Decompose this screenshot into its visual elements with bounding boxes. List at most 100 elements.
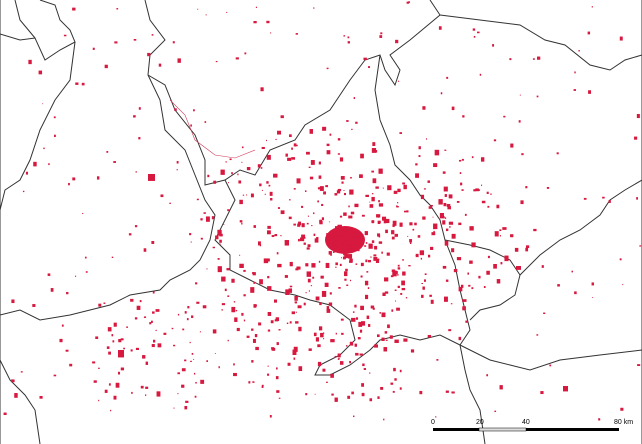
settlement [298, 326, 302, 332]
settlement [160, 194, 164, 198]
settlement [352, 311, 355, 313]
settlement [301, 205, 304, 208]
settlement [461, 189, 464, 191]
settlement [462, 115, 465, 118]
settlement [147, 52, 151, 57]
settlement [235, 57, 239, 60]
settlement [446, 203, 451, 207]
settlement [428, 206, 433, 209]
settlement [269, 32, 272, 34]
settlement [365, 294, 369, 300]
settlement [583, 197, 587, 200]
settlement [473, 189, 476, 192]
settlement [374, 344, 378, 348]
settlement [287, 157, 292, 161]
settlement [335, 251, 338, 253]
settlement [239, 263, 244, 268]
settlement [486, 270, 490, 275]
settlement [231, 278, 235, 283]
settlement [274, 234, 278, 237]
settlement [462, 299, 467, 302]
settlement [72, 177, 76, 181]
settlement [61, 324, 64, 327]
settlement [471, 156, 474, 159]
settlement [335, 244, 337, 246]
settlement [69, 363, 73, 367]
settlement [355, 121, 358, 124]
settlement [525, 247, 529, 252]
settlement [442, 171, 446, 174]
settlement [266, 230, 271, 235]
settlement [106, 151, 109, 153]
settlement [378, 235, 381, 238]
settlement [591, 6, 593, 8]
settlement [25, 171, 29, 175]
settlement [334, 355, 337, 358]
settlement [448, 329, 452, 332]
settlement [246, 335, 250, 338]
settlement [444, 194, 447, 197]
settlement [399, 369, 402, 373]
settlement [366, 271, 369, 273]
settlement [275, 376, 279, 380]
settlement [191, 352, 194, 355]
settlement [189, 233, 192, 236]
settlement [444, 149, 447, 151]
settlement [139, 300, 142, 303]
settlement [151, 344, 155, 348]
settlement [458, 222, 462, 226]
settlement [445, 228, 449, 232]
settlement [176, 169, 178, 171]
settlement [462, 306, 466, 311]
settlement [326, 306, 330, 310]
settlement [221, 303, 226, 306]
settlement [169, 202, 171, 204]
settlement [273, 173, 278, 178]
settlement [211, 216, 215, 220]
settlement [499, 235, 501, 237]
settlement [340, 318, 344, 321]
settlement [591, 282, 594, 286]
settlement [347, 41, 350, 44]
settlement [537, 56, 541, 60]
settlement [353, 97, 356, 100]
settlement [578, 50, 580, 52]
settlement [306, 222, 309, 225]
settlement [212, 246, 216, 249]
settlement [362, 363, 365, 367]
settlement [22, 190, 25, 193]
settlement [241, 146, 244, 149]
settlement [68, 182, 70, 186]
settlement [213, 180, 217, 184]
settlement [381, 337, 384, 340]
settlement [267, 373, 270, 376]
settlement [410, 349, 415, 353]
settlement [370, 305, 375, 309]
settlement [325, 262, 330, 269]
settlement [309, 129, 313, 134]
settlement [427, 180, 430, 183]
settlement [313, 233, 316, 236]
settlement [406, 210, 409, 213]
settlement [326, 381, 328, 384]
settlement [378, 203, 384, 207]
settlement [189, 341, 191, 344]
settlement [261, 385, 264, 388]
settlement [494, 410, 497, 413]
settlement [333, 230, 339, 237]
settlement [309, 176, 314, 180]
settlement [447, 206, 451, 210]
settlement [402, 182, 406, 185]
settlement [318, 161, 321, 165]
settlement [404, 210, 407, 213]
settlement [353, 234, 357, 238]
settlement [267, 275, 270, 279]
settlement [451, 233, 456, 239]
settlement [53, 116, 56, 119]
settlement [92, 361, 96, 364]
settlement [310, 285, 313, 287]
settlement [42, 103, 44, 105]
settlement [206, 360, 208, 362]
